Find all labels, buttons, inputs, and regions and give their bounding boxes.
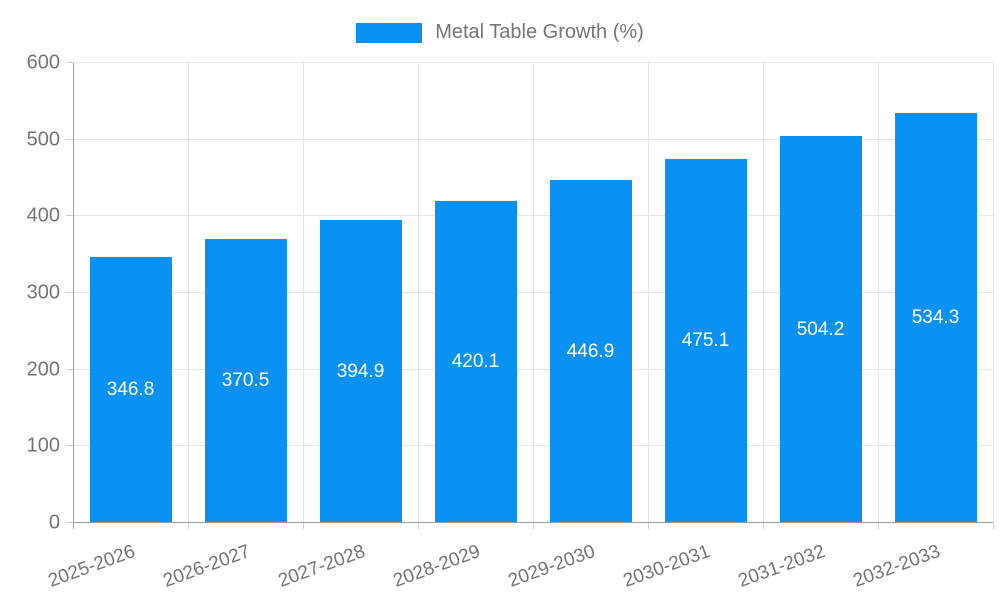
y-tick-label: 600 [26, 51, 60, 74]
x-axis-tick [418, 523, 419, 529]
bar-2025-2026[interactable]: 346.8 [89, 257, 172, 523]
y-tick-label: 100 [26, 434, 60, 457]
x-tick-label: 2026-2027 [160, 541, 253, 592]
legend-swatch [356, 22, 423, 43]
bar-value-label: 394.9 [336, 360, 385, 382]
bar-2030-2031[interactable]: 475.1 [664, 158, 747, 523]
legend-item[interactable]: Metal Table Growth (%) [0, 21, 1000, 44]
y-axis-tick [66, 138, 73, 140]
bar-value-label: 370.5 [221, 369, 270, 391]
bar-value-label: 446.9 [566, 340, 615, 362]
y-tick-label: 0 [48, 511, 60, 534]
plot-area: 0 100 200 300 400 500 600 346.8 370.5 394.9 420.1 4… [27, 52, 994, 592]
gridline-vertical [188, 63, 189, 523]
bar-value-label: 504.2 [796, 318, 845, 340]
x-tick-label: 2029-2030 [505, 541, 598, 592]
y-tick-label: 300 [26, 281, 60, 304]
bar-value-label: 534.3 [911, 307, 960, 329]
y-axis-tick [66, 522, 73, 523]
y-axis-tick [66, 292, 73, 293]
x-axis-tick [533, 523, 534, 529]
x-axis-tick [763, 523, 764, 529]
y-axis-tick [66, 215, 73, 217]
x-tick-label: 2030-2031 [620, 541, 713, 592]
x-axis-tick [188, 523, 189, 529]
bar-2031-2032[interactable]: 504.2 [779, 136, 862, 523]
x-tick-label: 2025-2026 [45, 541, 138, 592]
x-axis-tick [303, 523, 304, 529]
gridline-horizontal [73, 62, 993, 63]
x-tick-label: 2031-2032 [735, 541, 828, 592]
y-axis-tick [66, 62, 73, 63]
y-tick-label: 400 [26, 204, 60, 227]
gridline-vertical [303, 63, 304, 523]
bar-2027-2028[interactable]: 394.9 [319, 220, 402, 523]
bar-2028-2029[interactable]: 420.1 [434, 200, 517, 523]
bar-2029-2030[interactable]: 446.9 [549, 180, 632, 523]
gridline-vertical [878, 63, 879, 523]
bar-2032-2033[interactable]: 534.3 [894, 113, 977, 523]
x-tick-label: 2027-2028 [275, 541, 368, 592]
bar-value-label: 346.8 [106, 379, 155, 401]
bar-2026-2027[interactable]: 370.5 [204, 238, 287, 523]
x-axis-tick [648, 523, 649, 529]
y-axis-tick [66, 445, 73, 447]
gridline-vertical [418, 63, 419, 523]
x-tick-label: 2032-2033 [850, 541, 943, 592]
y-tick-label: 200 [26, 358, 60, 381]
gridline-vertical [648, 63, 649, 523]
gridline-vertical [533, 63, 534, 523]
y-axis-line [73, 63, 74, 529]
y-tick-label: 500 [26, 128, 60, 151]
x-tick-label: 2028-2029 [390, 541, 483, 592]
x-axis-line [73, 522, 993, 523]
y-axis-tick [66, 368, 73, 370]
bar-value-label: 475.1 [681, 329, 730, 351]
x-axis-tick [878, 523, 879, 529]
gridline-vertical [993, 63, 994, 523]
gridline-vertical [763, 63, 764, 523]
x-axis-tick [993, 523, 994, 529]
legend-label: Metal Table Growth (%) [435, 21, 644, 43]
bar-value-label: 420.1 [451, 350, 500, 372]
